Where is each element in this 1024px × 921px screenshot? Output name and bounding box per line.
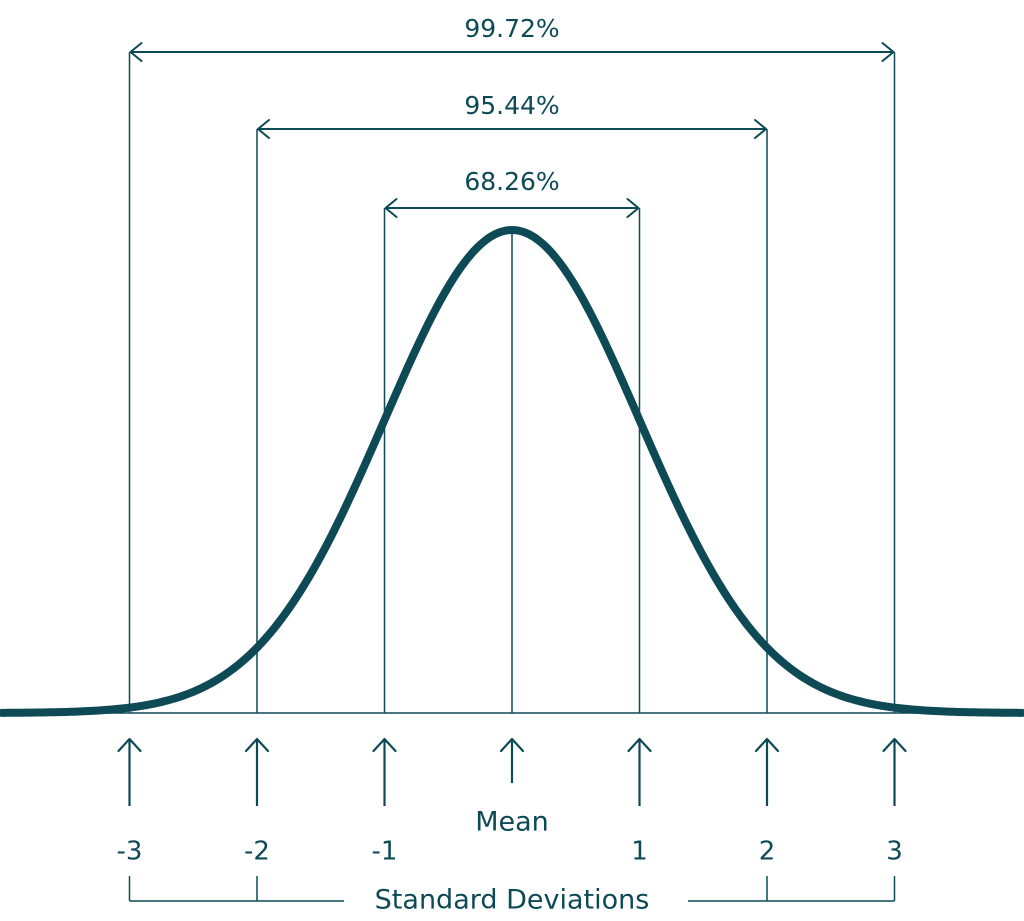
tick-label-plus-3: 3 [886,837,903,867]
arrow-head [882,737,907,753]
tick-label-minus-2: -2 [244,837,270,867]
tick-arrows [117,737,907,806]
right-arrowhead [626,198,640,218]
bell-curve [0,225,1024,717]
tick-labels: -3 -2 -1 1 2 3 [117,837,903,867]
interval-label-1-sigma: 68.26% [464,167,559,196]
standard-deviations-bracket [128,876,896,902]
up-arrow-minus-1 [372,737,397,806]
interval-bracket-1-sigma: 68.26% [384,167,640,218]
tick-label-plus-1: 1 [631,837,648,867]
interval-bracket-2-sigma: 95.44% [257,91,767,139]
up-arrow-plus-1 [627,737,652,806]
standard-deviations-caption: Standard Deviations [375,885,650,916]
arrow-head [499,737,525,753]
arrow-head [372,737,397,753]
guide-lines [128,52,896,713]
right-arrowhead [754,119,767,139]
tick-label-minus-3: -3 [117,837,143,867]
up-arrow-minus-3 [117,737,142,806]
up-arrow-plus-3 [882,737,907,806]
interval-label-3-sigma: 99.72% [464,14,559,43]
interval-brackets: 68.26% 95.44% 99.72% [129,14,895,218]
interval-label-2-sigma: 95.44% [464,91,559,120]
tick-label-plus-2: 2 [759,837,776,867]
left-arrowhead [129,42,143,62]
up-arrow-minus-2 [244,737,270,806]
up-arrow-plus-2 [754,737,780,806]
curve-layer [0,225,1024,717]
left-arrowhead [257,119,270,139]
mean-label: Mean [475,807,549,838]
up-arrow-mean [499,737,525,783]
arrow-head [117,737,142,753]
right-arrowhead [881,42,895,62]
arrow-head [754,737,780,753]
arrow-head [244,737,270,753]
left-arrowhead [384,198,398,218]
tick-label-minus-1: -1 [372,837,398,867]
interval-bracket-3-sigma: 99.72% [129,14,895,62]
arrow-head [627,737,652,753]
